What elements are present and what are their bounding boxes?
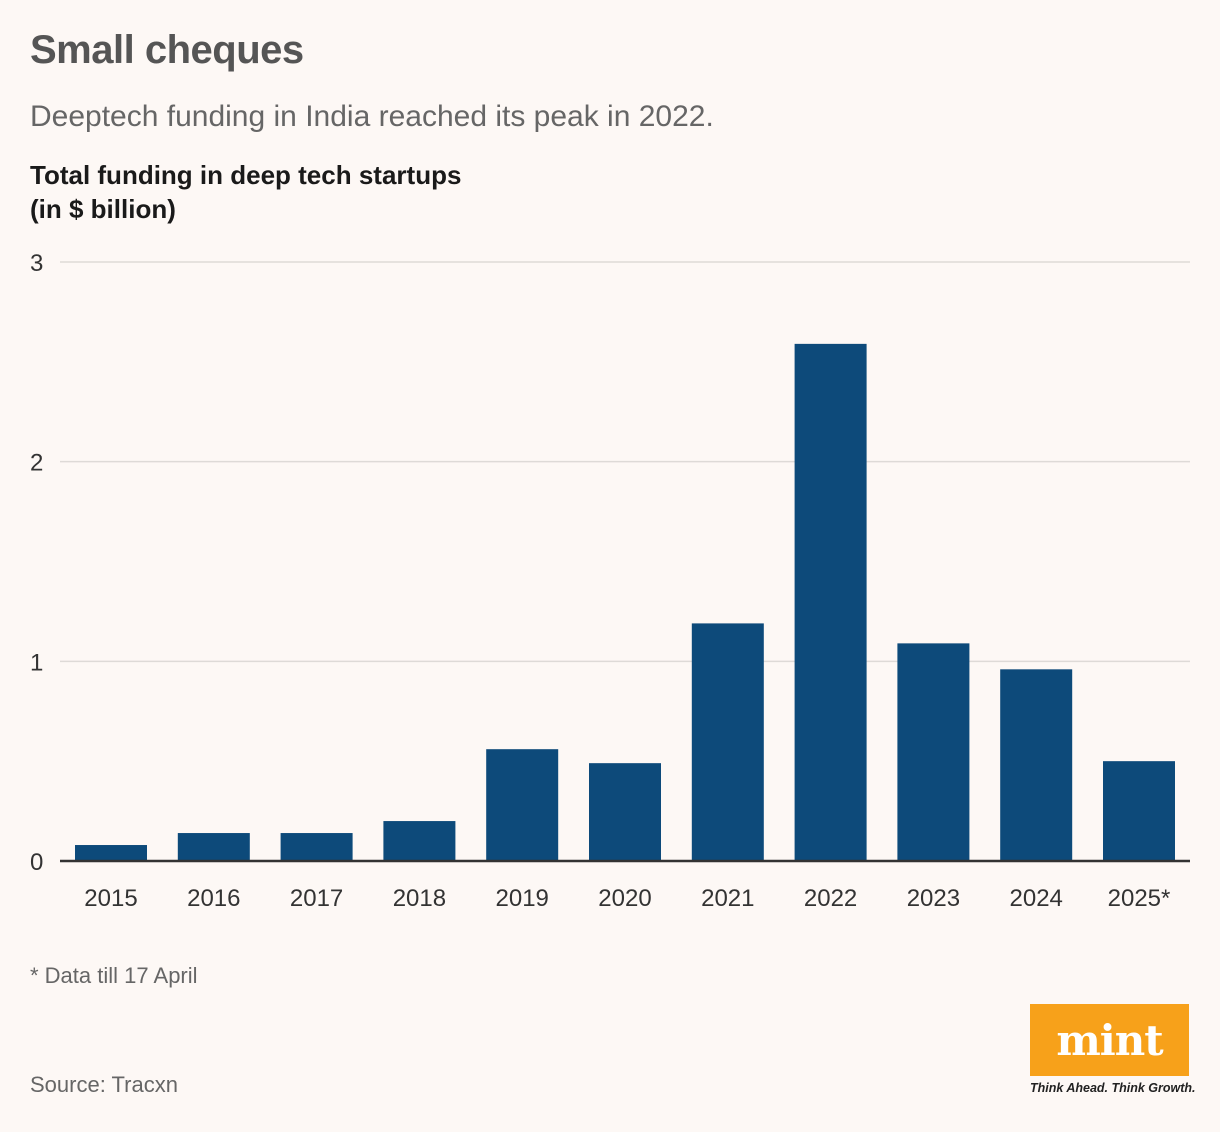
axis-title-line-2: (in $ billion) [30, 194, 176, 224]
mint-logo: mint [1030, 1004, 1189, 1076]
chart-title: Small cheques [30, 28, 304, 72]
bar [1000, 669, 1073, 861]
source-note: Source: Tracxn [30, 1072, 178, 1097]
bar [1103, 761, 1175, 861]
bar [383, 821, 456, 861]
chart-subtitle: Deeptech funding in India reached its pe… [30, 100, 714, 133]
axis-title-line-1: Total funding in deep tech startups [30, 160, 462, 190]
bar [280, 833, 353, 861]
bar-chart: 0 1 2 3 2015 2016 2017 2018 2019 2020 2021 2022 2023… [30, 250, 1190, 912]
footnote: * Data till 17 April [30, 963, 198, 988]
bar [486, 749, 559, 861]
x-tick-label: 2023 [907, 885, 960, 912]
bar [691, 623, 764, 861]
x-tick-label: 2019 [496, 885, 549, 912]
y-tick-label: 0 [30, 849, 43, 876]
bar [589, 763, 661, 861]
x-tick-label: 2024 [1010, 885, 1063, 912]
bar [897, 643, 970, 861]
x-tick-label: 2015 [84, 885, 137, 912]
x-tick-label: 2022 [804, 885, 857, 912]
x-tick-label: 2020 [598, 885, 651, 912]
bar [75, 845, 147, 861]
logo-tagline: Think Ahead. Think Growth. [1030, 1081, 1196, 1095]
bar [177, 833, 250, 861]
y-tick-label: 2 [30, 450, 43, 477]
y-tick-label: 3 [30, 250, 43, 277]
axis-title: Total funding in deep tech startups (in … [30, 158, 461, 226]
x-tick-label: 2018 [393, 885, 446, 912]
x-tick-label: 2017 [290, 885, 343, 912]
bar [794, 343, 867, 861]
x-tick-label: 2025* [1108, 885, 1171, 912]
x-tick-label: 2021 [701, 885, 754, 912]
x-tick-label: 2016 [187, 885, 240, 912]
y-tick-label: 1 [30, 649, 43, 676]
logo-text: mint [1056, 1015, 1163, 1065]
